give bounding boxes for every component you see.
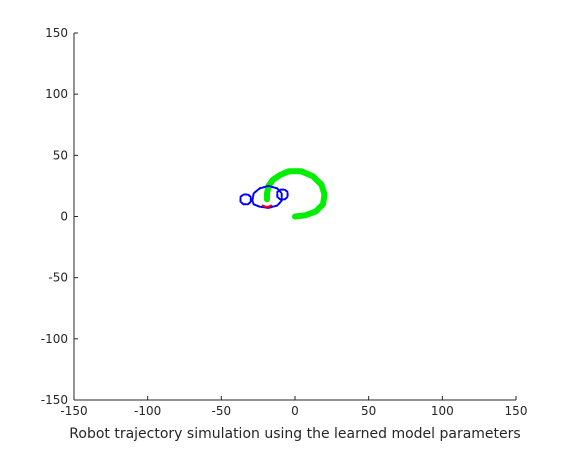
x-axis-title: Robot trajectory simulation using the le… bbox=[69, 426, 520, 442]
trajectory-series-5 bbox=[261, 204, 273, 208]
y-tick-label: 50 bbox=[53, 148, 68, 162]
x-tick-label: -100 bbox=[134, 404, 161, 418]
x-tick-label: 100 bbox=[431, 404, 454, 418]
trajectory-series-4 bbox=[276, 188, 289, 201]
y-tick-label: 0 bbox=[60, 210, 68, 224]
x-axis-ticks: -150 -100 -50 0 50 100 150 bbox=[60, 396, 527, 418]
plot-area bbox=[239, 168, 328, 220]
y-tick-label: -50 bbox=[48, 271, 68, 285]
trajectory-series-3 bbox=[239, 193, 252, 206]
trajectory-series-2 bbox=[251, 184, 283, 209]
x-tick-label: 50 bbox=[361, 404, 376, 418]
x-tick-label: 0 bbox=[291, 404, 299, 418]
y-tick-label: -150 bbox=[41, 393, 68, 407]
y-tick-label: -100 bbox=[41, 332, 68, 346]
y-tick-label: 100 bbox=[45, 87, 68, 101]
x-tick-label: -50 bbox=[212, 404, 232, 418]
y-axis-ticks: -150 -100 -50 0 50 100 150 bbox=[41, 26, 78, 407]
x-tick-label: -150 bbox=[60, 404, 87, 418]
y-tick-label: 150 bbox=[45, 26, 68, 40]
x-tick-label: 150 bbox=[505, 404, 528, 418]
trajectory-series-1 bbox=[264, 168, 328, 220]
